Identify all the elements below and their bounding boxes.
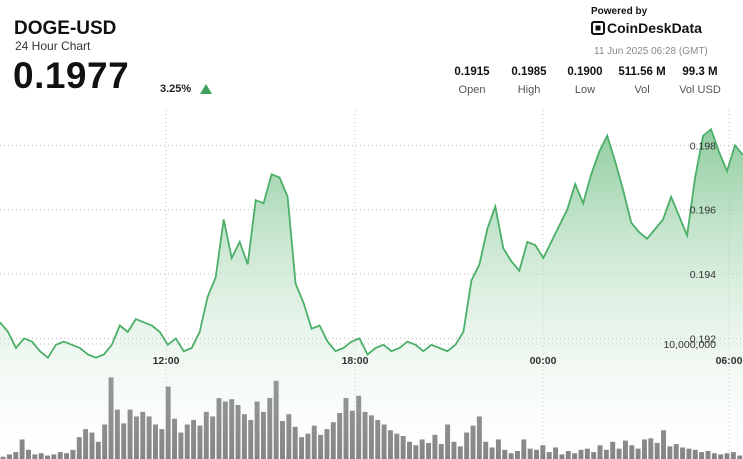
price-area	[0, 129, 743, 459]
powered-by-label: Powered by	[591, 6, 648, 17]
stat-open-value: 0.1915	[454, 66, 490, 78]
price-tick-label: 0.194	[690, 269, 716, 281]
stat-vol: 511.56 M Vol	[611, 66, 673, 96]
stat-low-label: Low	[574, 84, 596, 96]
stat-vol-usd: 99.3 M Vol USD	[674, 66, 726, 96]
stat-low-value: 0.1900	[567, 66, 603, 78]
time-tick-label: 06:00	[716, 355, 743, 367]
stat-vol-usd-label: Vol USD	[679, 84, 721, 96]
stat-vol-usd-value: 99.3 M	[682, 66, 718, 78]
price-tick-label: 0.192	[690, 333, 716, 345]
time-tick-label: 12:00	[153, 355, 180, 367]
time-tick-label: 18:00	[342, 355, 369, 367]
stat-high-label: High	[517, 84, 541, 96]
stat-high-value: 0.1985	[511, 66, 547, 78]
up-triangle-icon	[200, 84, 212, 94]
stat-low: 0.1900 Low	[562, 66, 608, 96]
timestamp: 11 Jun 2025 06:28 (GMT)	[594, 46, 708, 57]
volume-tick-label: 10,000,000	[663, 339, 716, 351]
stat-vol-label: Vol	[634, 84, 650, 96]
price-change: 3.25%	[160, 83, 192, 95]
price-tick-label: 0.198	[690, 140, 716, 152]
price-line	[0, 127, 743, 360]
ticker-title: DOGE-USD	[14, 18, 117, 39]
chart-subtitle: 24 Hour Chart	[15, 39, 91, 53]
stat-high: 0.1985 High	[506, 66, 552, 96]
coindesk-logo-icon	[591, 21, 605, 35]
stat-open-label: Open	[458, 84, 486, 96]
time-tick-label: 00:00	[530, 355, 557, 367]
price-tick-label: 0.196	[690, 205, 716, 217]
current-price: 0.1977	[13, 55, 130, 96]
brand-name: CoinDeskData	[607, 20, 702, 36]
stat-open: 0.1915 Open	[449, 66, 495, 96]
stat-vol-value: 511.56 M	[618, 66, 666, 78]
